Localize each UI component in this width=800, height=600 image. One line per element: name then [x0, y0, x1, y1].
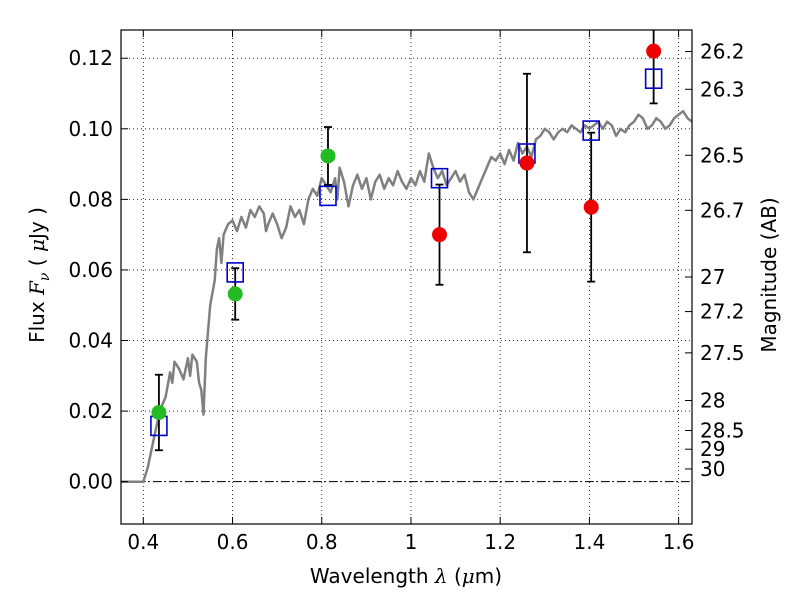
right-tick-label: 27.2 [700, 300, 745, 324]
model-band-square [644, 68, 663, 89]
model-band-square [319, 185, 337, 207]
tick-labels: 0.4 0.6 0.8 1 1.2 1.4 1.6 0.00 0.02 0.04 0.06 0.08 0… [68, 40, 744, 554]
red-point [519, 155, 535, 171]
red-point [432, 227, 448, 243]
x-tick-label: 1.2 [484, 530, 516, 554]
right-tick-label: 28.5 [700, 418, 745, 442]
detection-point [320, 148, 336, 164]
y-tick-label: 0.04 [68, 329, 113, 353]
right-tick-label: 26.5 [700, 143, 745, 167]
observed-points [151, 43, 662, 420]
right-tick-label: 29 [700, 437, 725, 461]
x-tick-label: 0.4 [127, 530, 159, 554]
y-tick-label: 0.06 [68, 258, 113, 282]
right-tick-label: 30 [700, 457, 725, 481]
y-axis-label: Flux Fν ( μJy ) [25, 207, 53, 343]
right-tick-label: 26.2 [700, 40, 745, 64]
y-tick-label: 0.10 [68, 117, 113, 141]
model-spectrum-line [121, 109, 693, 483]
model-band-square [430, 167, 449, 189]
right-tick-label: 26.7 [700, 198, 745, 222]
right-tick-label: 26.3 [700, 77, 745, 101]
red-point [646, 43, 662, 59]
model-band-squares [150, 68, 663, 437]
x-tick-label: 0.6 [217, 530, 249, 554]
x-tick-label: 1.4 [573, 530, 605, 554]
axis-ticks [121, 30, 692, 524]
right-tick-label: 28 [700, 389, 725, 413]
y-tick-label: 0.12 [68, 46, 113, 70]
model-band-square [226, 262, 244, 283]
x-tick-label: 1.6 [663, 530, 695, 554]
detection-point [227, 286, 243, 302]
x-tick-label: 1 [405, 530, 418, 554]
y-tick-label: 0.02 [68, 399, 113, 423]
right-tick-label: 27 [700, 265, 725, 289]
x-tick-label: 0.8 [306, 530, 338, 554]
y-tick-label: 0.00 [68, 470, 113, 494]
red-point [583, 199, 599, 215]
right-axis-label: Magnitude (AB) [757, 197, 781, 352]
y-tick-label: 0.08 [68, 187, 113, 211]
model-band-square [582, 120, 600, 141]
right-tick-label: 27.5 [700, 341, 745, 365]
x-axis-label: Wavelength λ (μm) [310, 564, 502, 588]
detection-point [151, 404, 167, 420]
